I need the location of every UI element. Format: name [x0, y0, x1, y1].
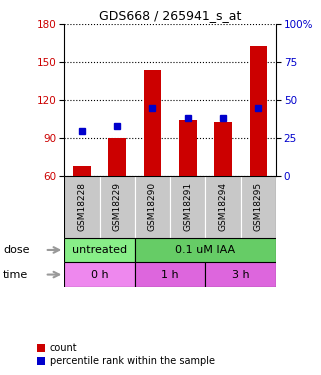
- Bar: [241, 176, 276, 238]
- Bar: [179, 120, 196, 176]
- Bar: [73, 166, 91, 176]
- Text: untreated: untreated: [72, 245, 127, 255]
- Bar: [100, 176, 135, 238]
- Bar: [135, 176, 170, 238]
- Bar: [108, 138, 126, 176]
- Bar: [249, 46, 267, 176]
- Text: GSM18295: GSM18295: [254, 182, 263, 231]
- Bar: [64, 238, 135, 262]
- Bar: [64, 262, 135, 287]
- Bar: [143, 70, 161, 176]
- Text: GSM18294: GSM18294: [219, 182, 228, 231]
- Bar: [214, 122, 232, 176]
- Text: GSM18229: GSM18229: [113, 182, 122, 231]
- Bar: [135, 262, 205, 287]
- Bar: [64, 176, 100, 238]
- Text: GSM18290: GSM18290: [148, 182, 157, 231]
- Text: 0.1 uM IAA: 0.1 uM IAA: [175, 245, 236, 255]
- Text: 3 h: 3 h: [232, 270, 249, 280]
- Text: time: time: [3, 270, 29, 280]
- Text: GSM18228: GSM18228: [77, 182, 86, 231]
- Legend: count, percentile rank within the sample: count, percentile rank within the sample: [37, 344, 215, 366]
- Text: GSM18291: GSM18291: [183, 182, 192, 231]
- Bar: [170, 176, 205, 238]
- Text: 1 h: 1 h: [161, 270, 179, 280]
- Text: 0 h: 0 h: [91, 270, 108, 280]
- Bar: [205, 176, 241, 238]
- Bar: [205, 262, 276, 287]
- Text: dose: dose: [3, 245, 30, 255]
- Title: GDS668 / 265941_s_at: GDS668 / 265941_s_at: [99, 9, 241, 22]
- Bar: [135, 238, 276, 262]
